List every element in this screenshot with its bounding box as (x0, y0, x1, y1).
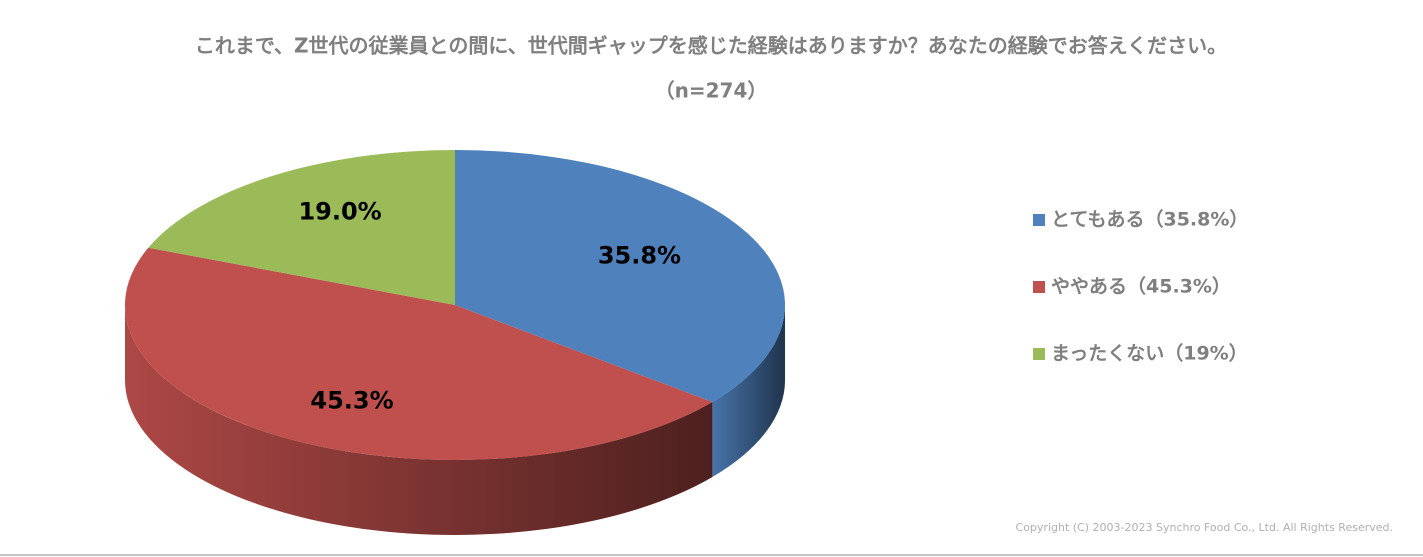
labels: 35.8% 45.3% 19.0% とてもある（35.8%） ややある（45.3%） まっ… (298, 198, 1248, 415)
slice-side-shade (125, 305, 713, 535)
legend-label: とてもある（35.8%） (1051, 208, 1248, 231)
slice-side-shade (712, 305, 785, 478)
pie-sides (125, 305, 785, 535)
legend-label: ややある（45.3%） (1051, 275, 1231, 298)
data-label: 35.8% (598, 242, 681, 270)
slice (124, 247, 713, 460)
legend-swatch (1033, 281, 1045, 293)
slice (455, 150, 785, 403)
legend-swatch (1033, 348, 1045, 360)
data-label: 45.3% (310, 386, 393, 414)
data-label: 19.0% (298, 198, 381, 226)
copyright: Copyright (C) 2003-2023 Synchro Food Co.… (1016, 521, 1393, 534)
slice (148, 150, 456, 305)
legend-label: まったくない（19%） (1051, 342, 1248, 365)
chart-title: これまで、Z世代の従業員との間に、世代間ギャップを感じた経験はありますか？あなた… (195, 34, 1227, 58)
pie-tops (124, 150, 785, 460)
chart-subtitle: （n=274） (655, 79, 768, 103)
legend-swatch (1033, 214, 1045, 226)
